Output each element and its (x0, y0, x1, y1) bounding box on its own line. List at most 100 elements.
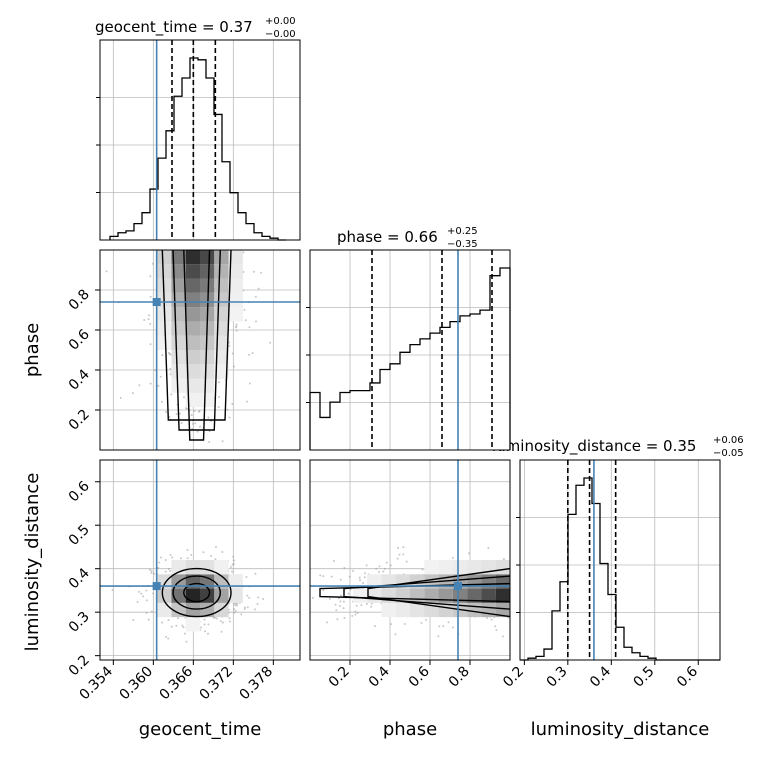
xtick-phase-label-3: 0.8 (446, 664, 473, 691)
panel-geocent-phase-pt-334 (235, 323, 238, 326)
panel-geocent-distance-pt-394 (170, 625, 173, 628)
panel-geocent-phase-pt-566 (228, 344, 231, 347)
panel-geocent-distance-cell-9-4 (228, 588, 243, 603)
panel-phase-distance-pt-292 (447, 621, 450, 624)
panel-geocent-phase-cell-8-8 (214, 321, 229, 336)
ylabel-phase: phase (22, 323, 43, 377)
xtick-phase-label-2: 0.6 (406, 663, 433, 690)
panel-geocent-distance-cell-4-3 (157, 602, 172, 618)
panel-phase-distance-pt-507 (490, 618, 493, 621)
panel-geocent-phase-pt-375 (191, 422, 194, 425)
panel-geocent-phase-pt-523 (257, 287, 260, 290)
panel-geocent-phase-cell-5-8 (171, 321, 186, 336)
panel-geocent-distance-pt-4 (210, 555, 213, 558)
xtick-geocent-time-label-4: 0.378 (236, 664, 276, 704)
panel-geocent-phase-cell-7-5 (200, 364, 215, 379)
panel-geocent-distance-pt-472 (248, 596, 251, 599)
panel-geocent-distance-pt-32 (219, 620, 222, 623)
panel-geocent-distance-pt-206 (212, 616, 215, 619)
panel-geocent-phase-pt-503 (169, 367, 172, 370)
panel-phase-distance-pt-495 (494, 625, 497, 628)
panel-phase-distance-pt-473 (352, 569, 355, 572)
panel-geocent-phase-pt-351 (153, 369, 156, 372)
hist-geocent-time-frame (99, 39, 301, 241)
title-phase: phase = 0.66 +0.25 −0.35 (337, 226, 478, 250)
xtick-phase-label-0: 0.2 (326, 664, 353, 691)
panel-phase-distance-pt-416 (340, 594, 343, 597)
panel-geocent-phase-cell-7-10 (200, 292, 215, 308)
panel-geocent-distance-pt-119 (145, 589, 148, 592)
panel-geocent-phase-contour-2 (161, 250, 232, 421)
panel-phase-distance-pt-573 (339, 578, 342, 581)
panel-phase-distance-pt-589 (501, 635, 504, 638)
panel-phase-distance-pt-116 (375, 567, 378, 570)
panel-geocent-distance-pt-260 (159, 556, 162, 559)
panel-geocent-phase-pt-239 (147, 318, 150, 321)
panel-phase-distance-pt-104 (442, 625, 445, 628)
panel-geocent-distance-cell-6-3 (185, 602, 200, 618)
panel-phase-distance-pt-401 (349, 588, 352, 591)
panel-geocent-distance-pt-319 (132, 618, 135, 621)
panel-geocent-distance-pt-456 (256, 603, 259, 606)
plot-layer: 0.354 0.360 0.366 0.372 0.378 0.2 0.4 0.6 0.8 0.2… (66, 39, 721, 704)
panel-geocent-phase-contour-1 (172, 250, 221, 431)
panel-phase-distance-cell-5-3 (381, 602, 396, 618)
panel-geocent-distance-pt-380 (167, 637, 170, 640)
panel-geocent-distance-pt-509 (186, 549, 189, 552)
panel-geocent-phase-cell-5-4 (171, 378, 186, 393)
panel-geocent-phase-pt-343 (169, 373, 172, 376)
panel-geocent-phase-pt-273 (208, 440, 211, 443)
panel-phase-distance-cell-11-6 (467, 560, 482, 575)
xlabel-geocent-time: geocent_time (139, 719, 262, 740)
panel-phase-distance-cell-4-5 (367, 574, 382, 589)
panel-geocent-phase-cell-9-12 (228, 264, 243, 279)
panel-geocent-distance-pt-531 (232, 555, 235, 558)
panel-phase-distance-cell-3-4 (352, 588, 368, 603)
panel-geocent-distance-cell-8-6 (214, 560, 229, 575)
panel-geocent-phase-pt-565 (243, 308, 246, 311)
panel-geocent-distance-pt-499 (204, 630, 207, 633)
xtick-geocent-time-label-1: 0.360 (116, 664, 156, 704)
panel-phase-distance-pt-156 (342, 607, 345, 610)
panel-geocent-distance-pt-296 (169, 569, 172, 572)
panel-phase-distance-pt-359 (360, 604, 363, 607)
panel-geocent-phase-pt-148 (246, 400, 249, 403)
panel-geocent-phase-pt-447 (190, 414, 193, 417)
panel-phase-distance-pt-228 (311, 596, 314, 599)
panel-geocent-phase-pt-524 (167, 351, 170, 354)
xlabel-phase: phase (383, 719, 437, 740)
panel-geocent-distance-pt-174 (233, 611, 236, 614)
panel-phase-distance-pt-18 (351, 614, 354, 617)
panel-phase-distance-pt-554 (403, 623, 406, 626)
panel-phase-distance-pt-55 (365, 602, 368, 605)
panel-geocent-distance-pt-271 (234, 609, 237, 612)
panel-geocent-phase-pt-219 (151, 262, 154, 265)
panel-geocent-phase-cell-8-12 (214, 264, 229, 279)
panel-phase-distance-pt-245 (390, 623, 393, 626)
panel-geocent-phase-pt-537 (235, 329, 238, 332)
panel-phase-distance-pt-418 (389, 564, 392, 567)
xtick-phase-label-1: 0.4 (366, 663, 393, 690)
panel-geocent-phase-cell-7-6 (200, 350, 215, 365)
panel-geocent-phase-truth-marker (152, 298, 161, 306)
panel-geocent-distance-pt-326 (235, 604, 238, 607)
panel-phase-distance-pt-508 (452, 626, 455, 629)
hist-geocent-time-bg (100, 40, 300, 240)
panel-geocent-distance-pt-172 (233, 559, 236, 562)
panel-geocent-distance-pt-169 (145, 611, 148, 614)
panel-phase-distance-contour-2 (367, 567, 510, 618)
panel-phase-distance-pt-109 (398, 553, 401, 556)
panel-geocent-phase-cell-5-5 (171, 364, 186, 379)
panel-phase-distance-frame (309, 459, 511, 661)
title-phase-main: phase = 0.66 (337, 228, 438, 246)
xtick-luminosity-distance-label-0: 0.2 (500, 664, 527, 691)
xtick-geocent-time-label-2: 0.366 (156, 663, 196, 703)
panel-geocent-phase-pt-452 (248, 353, 251, 356)
panel-phase-distance-pt-285 (396, 557, 399, 560)
panel-geocent-phase-pt-163 (217, 405, 220, 408)
panel-geocent-phase-cell-6-13 (185, 250, 200, 265)
panel-geocent-distance-pt-304 (165, 635, 168, 638)
panel-geocent-distance-pt-34 (228, 620, 231, 623)
panel-phase-distance-pt-222 (382, 570, 385, 573)
panel-geocent-phase-cell-5-12 (171, 264, 186, 279)
